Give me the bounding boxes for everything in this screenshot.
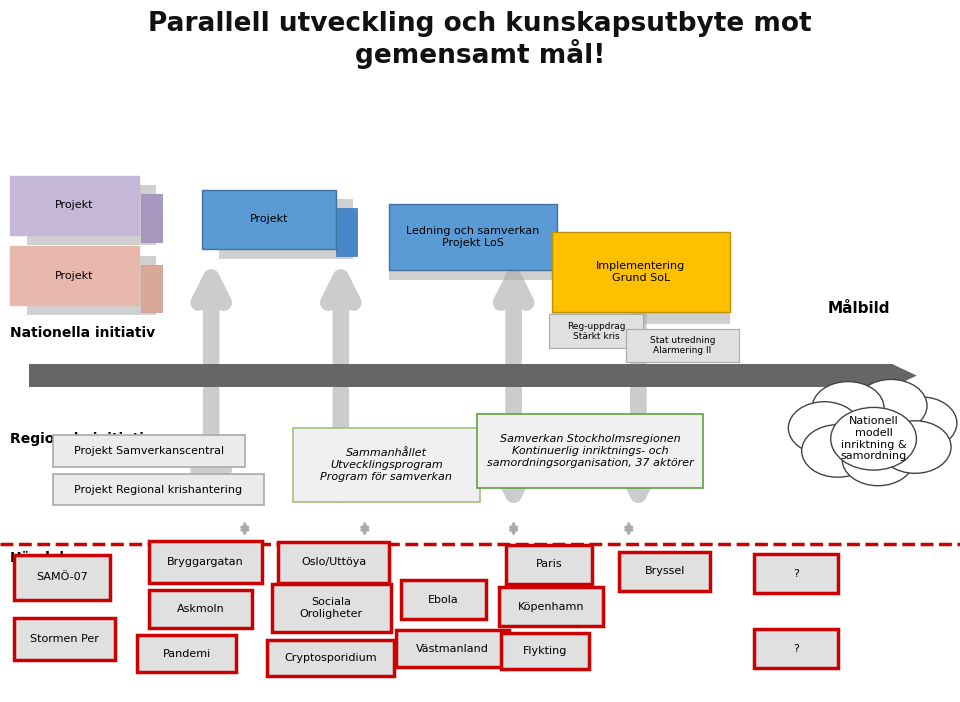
FancyBboxPatch shape (14, 618, 115, 660)
FancyBboxPatch shape (626, 329, 739, 362)
Text: Sociala
Oroligheter: Sociala Oroligheter (300, 597, 363, 618)
FancyBboxPatch shape (336, 208, 357, 256)
Text: Projekt: Projekt (250, 214, 288, 225)
Circle shape (830, 407, 917, 470)
FancyBboxPatch shape (141, 194, 162, 242)
Text: Oslo/Uttöya: Oslo/Uttöya (301, 557, 366, 567)
FancyBboxPatch shape (10, 176, 139, 235)
Circle shape (879, 420, 951, 473)
Text: ?: ? (793, 644, 799, 654)
FancyBboxPatch shape (267, 640, 394, 676)
FancyBboxPatch shape (549, 314, 643, 348)
Text: Händelser: Händelser (10, 551, 89, 565)
Text: Regionala initiativ: Regionala initiativ (10, 432, 153, 446)
Text: 2015: 2015 (533, 390, 575, 405)
Text: Målbild: Målbild (828, 301, 891, 316)
Circle shape (855, 379, 927, 432)
Text: Projekt Regional krishantering: Projekt Regional krishantering (74, 484, 243, 495)
Text: Nationella initiativ: Nationella initiativ (10, 326, 155, 340)
Text: Cryptosporidium: Cryptosporidium (284, 653, 376, 663)
FancyBboxPatch shape (10, 246, 139, 305)
FancyBboxPatch shape (754, 629, 838, 668)
FancyBboxPatch shape (396, 630, 509, 667)
Text: Implementering
Grund SoL: Implementering Grund SoL (596, 261, 685, 283)
FancyBboxPatch shape (401, 580, 486, 619)
FancyBboxPatch shape (499, 587, 603, 626)
FancyBboxPatch shape (477, 414, 703, 488)
Text: Parallell utveckling och kunskapsutbyte mot: Parallell utveckling och kunskapsutbyte … (148, 11, 812, 37)
Text: Projekt: Projekt (55, 200, 94, 211)
Circle shape (802, 425, 874, 477)
Text: Sammanhållet
Utvecklingsprogram
Program för samverkan: Sammanhållet Utvecklingsprogram Program … (321, 449, 452, 482)
FancyBboxPatch shape (272, 584, 391, 632)
Text: Ebola: Ebola (428, 595, 459, 604)
Text: Stat utredning
Alarmering II: Stat utredning Alarmering II (650, 336, 715, 355)
Text: Flykting: Flykting (523, 646, 567, 656)
FancyBboxPatch shape (278, 542, 389, 583)
Text: Ledning och samverkan
Projekt LoS: Ledning och samverkan Projekt LoS (406, 226, 540, 248)
Text: Bryggargatan: Bryggargatan (167, 557, 244, 567)
FancyBboxPatch shape (53, 474, 264, 505)
Polygon shape (893, 364, 917, 387)
Text: Bryssel: Bryssel (644, 567, 685, 576)
FancyBboxPatch shape (293, 428, 480, 502)
Text: Västmanland: Västmanland (416, 644, 489, 654)
Text: Stormen Per: Stormen Per (31, 634, 99, 644)
Text: Köpenhamn: Köpenhamn (517, 602, 585, 611)
FancyBboxPatch shape (141, 265, 162, 312)
Text: Projekt Samverkanscentral: Projekt Samverkanscentral (74, 446, 224, 456)
Text: Reg-uppdrag
Stärkt kris: Reg-uppdrag Stärkt kris (567, 322, 625, 341)
FancyBboxPatch shape (619, 552, 710, 591)
FancyBboxPatch shape (552, 243, 730, 324)
Text: Askmoln: Askmoln (177, 604, 225, 614)
FancyBboxPatch shape (219, 199, 353, 259)
Text: 2011: 2011 (283, 390, 325, 405)
Text: SAMÖ-07: SAMÖ-07 (36, 572, 88, 583)
FancyBboxPatch shape (202, 190, 336, 249)
FancyBboxPatch shape (149, 541, 262, 583)
FancyBboxPatch shape (754, 554, 838, 593)
Text: Projekt: Projekt (55, 270, 94, 281)
Text: Samverkan Stockholmsregionen
Kontinuerlig inriktnings- och
samordningsorganisati: Samverkan Stockholmsregionen Kontinuerli… (487, 435, 693, 468)
Bar (29, 364, 893, 387)
FancyBboxPatch shape (389, 213, 557, 280)
Text: Pandemi: Pandemi (162, 649, 211, 658)
Circle shape (812, 382, 884, 434)
Circle shape (842, 433, 914, 486)
FancyBboxPatch shape (27, 185, 156, 245)
FancyBboxPatch shape (27, 256, 156, 315)
FancyBboxPatch shape (137, 635, 236, 672)
FancyBboxPatch shape (14, 555, 110, 600)
FancyBboxPatch shape (389, 204, 557, 270)
Text: Nationell
modell
inriktning &
samordning: Nationell modell inriktning & samordning (840, 416, 907, 461)
FancyBboxPatch shape (552, 232, 730, 312)
Text: gemensamt mål!: gemensamt mål! (355, 39, 605, 69)
FancyBboxPatch shape (501, 633, 589, 669)
Text: Paris: Paris (536, 559, 563, 569)
FancyBboxPatch shape (506, 545, 592, 584)
Text: ?: ? (793, 569, 799, 578)
FancyBboxPatch shape (53, 435, 245, 467)
Circle shape (788, 402, 860, 454)
Text: 2007: 2007 (48, 390, 90, 405)
Circle shape (885, 397, 957, 449)
FancyBboxPatch shape (149, 590, 252, 628)
